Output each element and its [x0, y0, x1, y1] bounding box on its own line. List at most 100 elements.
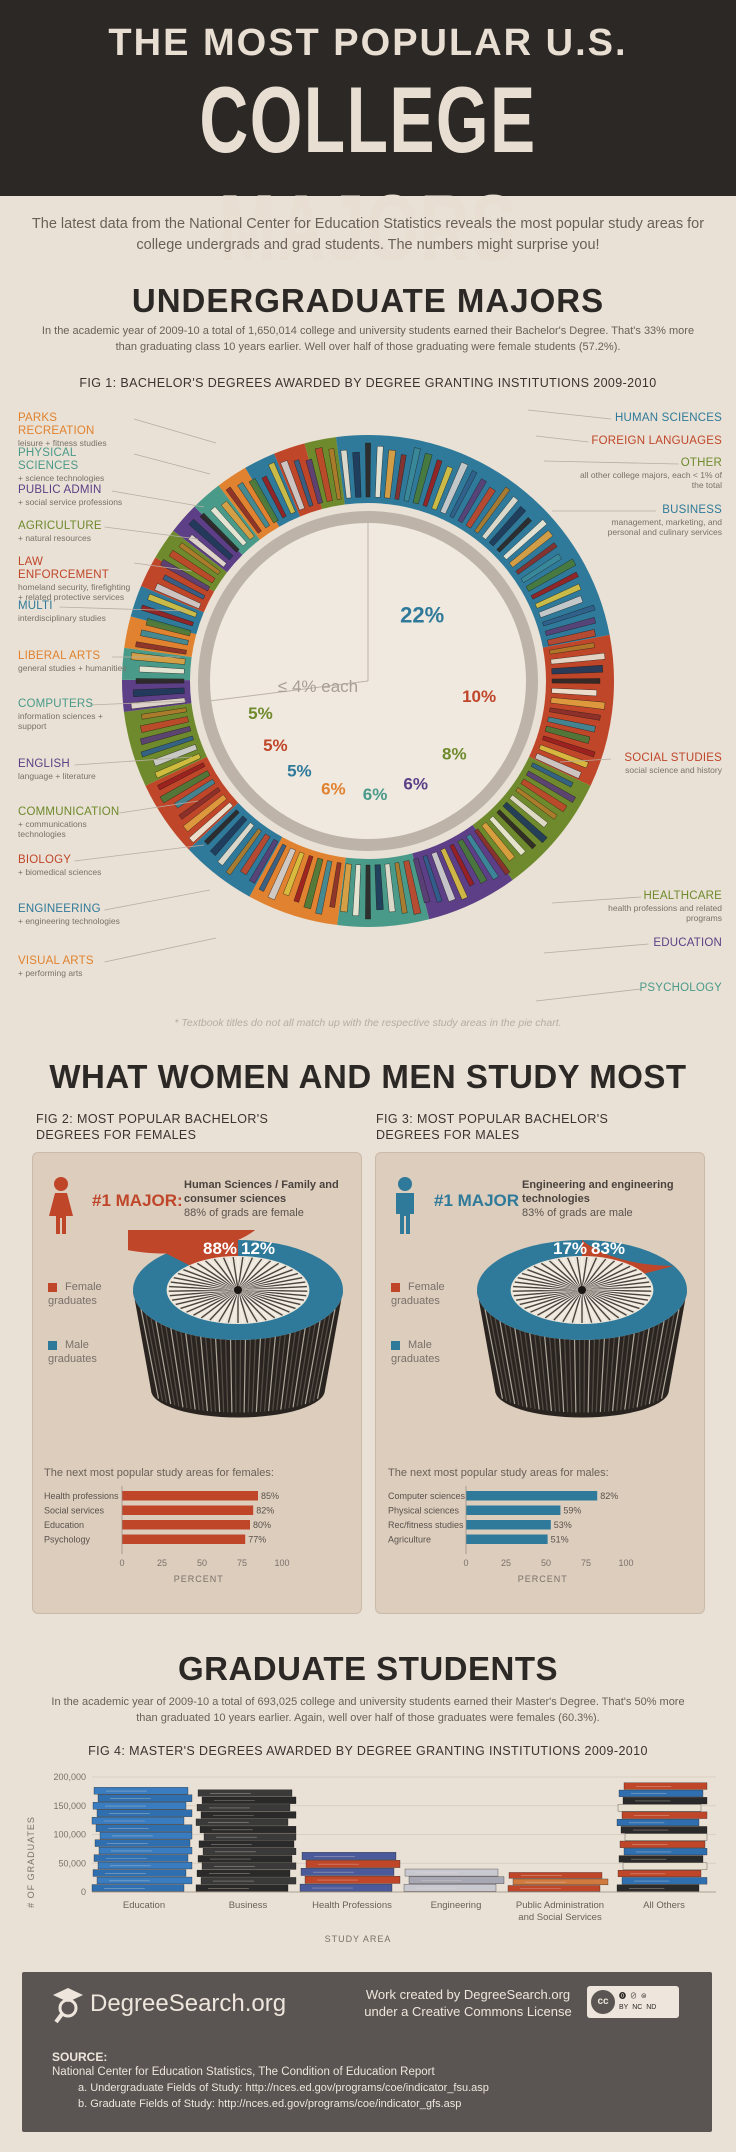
category-label-left: PHYSICAL SCIENCES + science technologies	[18, 447, 133, 483]
book-spine	[530, 571, 579, 600]
bar	[466, 1505, 561, 1515]
book-spine	[154, 583, 202, 609]
book-bar-segment	[617, 1804, 702, 1812]
cylinder-page	[587, 1339, 591, 1413]
book-spine	[141, 707, 187, 720]
leader-lines	[59, 409, 679, 1002]
book-spine	[394, 454, 407, 500]
male-major-stat: 83% of grads are male	[522, 1207, 633, 1219]
cylinder-page	[259, 1338, 266, 1412]
cylinder-page	[504, 1323, 520, 1406]
pie-fan-line	[581, 1257, 598, 1291]
mortarboard-magnifier-icon	[53, 1988, 83, 2024]
book-bar-segment	[404, 1868, 499, 1877]
book-spine	[147, 593, 198, 618]
cylinder-page	[251, 1339, 257, 1413]
book-spine	[538, 595, 584, 618]
bar-value-label: 51%	[551, 1535, 569, 1545]
book-spine	[329, 862, 342, 908]
cylinder-page	[165, 1326, 180, 1407]
pie-fan-line	[557, 1258, 583, 1291]
category-label-sub: all other college majors, each < 1% of t…	[580, 470, 722, 490]
book-spine	[474, 486, 511, 534]
leader-line	[104, 889, 211, 911]
tick-label: 0	[463, 1558, 468, 1568]
book-spine	[217, 822, 255, 866]
cylinder-side	[477, 1290, 687, 1418]
book-spine	[210, 506, 247, 547]
book-spine	[352, 451, 362, 498]
cylinder-page	[247, 1339, 252, 1413]
x-category-label: Public Administration	[516, 1900, 604, 1911]
cylinder-page	[489, 1313, 508, 1401]
x-axis-label: STUDY AREA	[325, 1934, 392, 1944]
cylinder-page	[652, 1317, 670, 1403]
book-spine	[293, 459, 314, 507]
leader-line	[535, 988, 642, 1002]
book-spine	[549, 642, 595, 655]
book-spine	[352, 864, 361, 917]
book-spine	[515, 787, 558, 820]
y-tick-label: 200,000	[53, 1772, 86, 1782]
category-label-title: ENGLISH	[18, 758, 70, 770]
male-pie-cylinder: 17% 83%	[477, 1239, 687, 1418]
cylinder-page	[636, 1328, 650, 1408]
book-spine	[140, 716, 189, 733]
book-spine	[403, 447, 421, 502]
cylinder-page	[563, 1339, 569, 1413]
book-spine	[412, 452, 433, 505]
cylinder-page	[296, 1326, 311, 1407]
book-spine	[135, 641, 187, 655]
book-spine	[365, 442, 371, 498]
graduate-title: GRADUATE STUDENTS	[177, 1650, 559, 1687]
fig1-title: FIG 1: BACHELOR'S DEGREES AWARDED BY DEG…	[79, 376, 657, 390]
pct-labels: 22% 10% 8% 6% 6% 6% 5% 5% 5%	[248, 603, 496, 804]
female-bar-chart: Health professions 85% Social services 82% E…	[44, 1486, 290, 1584]
book-bar-segment	[304, 1875, 401, 1884]
book-spine	[130, 697, 186, 710]
book-spine	[549, 707, 601, 721]
pie-fan-line	[576, 1256, 583, 1291]
header-line-2: COLLEGE MAJORS	[199, 67, 537, 280]
cylinder-page	[219, 1339, 225, 1413]
male-bar-chart: Computer sciences 82% Physical sciences 59%…	[388, 1486, 634, 1584]
book-spine	[515, 542, 558, 575]
book-spine	[340, 863, 352, 913]
cylinder-page	[611, 1336, 620, 1412]
cylinder-page	[660, 1309, 680, 1399]
pie-fan-line	[222, 1257, 239, 1291]
category-label-sub: information sciences + support	[18, 711, 103, 731]
book-spine	[145, 618, 192, 637]
category-label-left: COMMUNICATION + communications technologi…	[18, 806, 133, 839]
cylinder-page	[180, 1331, 192, 1409]
cylinder-page	[644, 1323, 660, 1406]
book-bar-segment	[621, 1811, 708, 1819]
book-spine	[431, 465, 454, 511]
book-spine	[465, 833, 499, 881]
cylinder-page	[616, 1335, 625, 1411]
category-label-title: HEALTHCARE	[643, 890, 722, 902]
book-spine	[267, 847, 296, 901]
book-spine	[162, 574, 206, 600]
tick-label: 25	[501, 1558, 511, 1568]
cylinder-page	[316, 1309, 336, 1399]
cylinder-page	[595, 1339, 601, 1413]
cylinder-page	[620, 1334, 630, 1411]
book-spine	[280, 460, 305, 511]
pie-fan-line	[237, 1257, 249, 1291]
book-spine	[248, 478, 279, 524]
book-spine	[204, 809, 240, 845]
x-category-label: Health Professions	[312, 1900, 392, 1911]
category-label-title: SOCIAL STUDIES	[624, 752, 722, 764]
cylinder-page	[603, 1338, 610, 1412]
source-main: National Center for Education Statistics…	[52, 2066, 435, 2078]
cylinder-page	[656, 1313, 675, 1401]
female-pct-a: 88%	[203, 1239, 237, 1258]
category-label-sub: general studies + humanities	[18, 663, 127, 673]
cylinder-page	[312, 1313, 331, 1401]
female-major-stat: 88% of grads are female	[184, 1207, 304, 1219]
license-text: Work created by DegreeSearch.org under a…	[364, 1987, 572, 2019]
male-major-desc: Engineering and engineering technologies…	[522, 1178, 682, 1220]
fig2-title: FIG 2: MOST POPULAR BACHELOR'S DEGREES F…	[36, 1112, 269, 1142]
book-spine	[225, 486, 262, 534]
